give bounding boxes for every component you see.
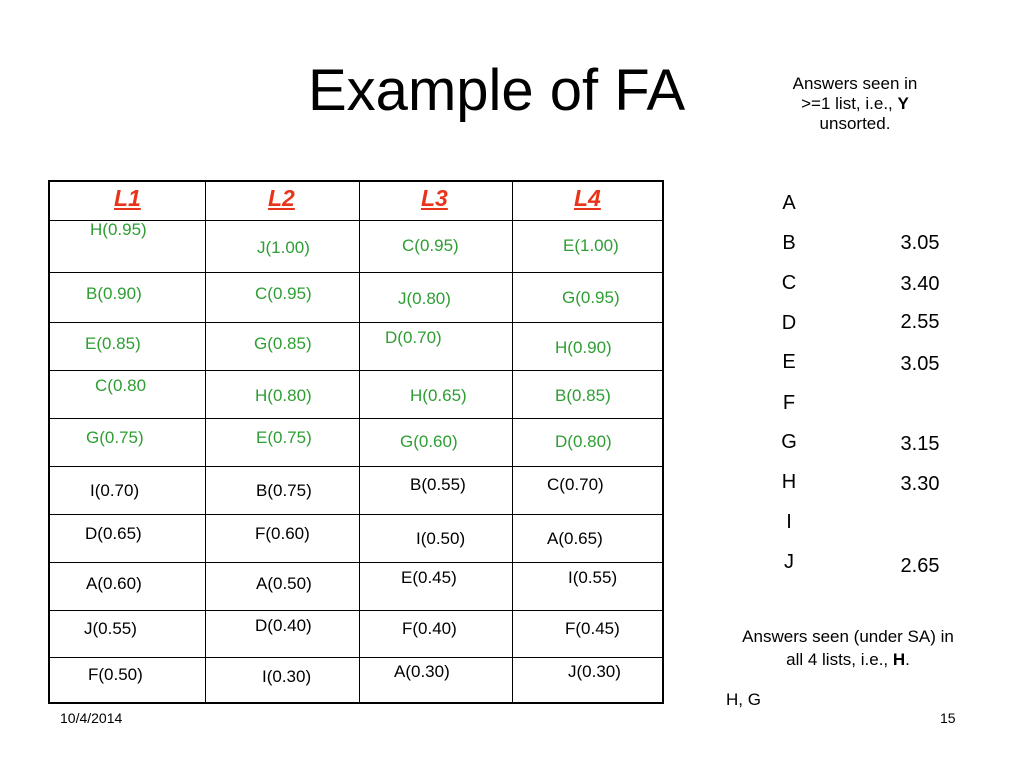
table-column-divider bbox=[205, 182, 206, 702]
list-cell-l1: C(0.80 bbox=[95, 376, 147, 395]
note-top-line3: unsorted. bbox=[819, 114, 891, 133]
table-row-divider bbox=[50, 418, 662, 419]
list-cell-l4: I(0.55) bbox=[568, 568, 618, 587]
list-cell-l3: H(0.65) bbox=[410, 386, 467, 405]
list-cell-l3: B(0.55) bbox=[410, 475, 466, 494]
column-header-l2: L2 bbox=[268, 185, 295, 211]
answer-letter: I bbox=[786, 511, 792, 533]
note-top-line2-text: >=1 list, i.e., bbox=[801, 94, 898, 113]
list-cell-l2: F(0.60) bbox=[255, 524, 310, 543]
answer-score: 3.05 bbox=[900, 232, 940, 254]
list-cell-l1: A(0.60) bbox=[86, 574, 142, 593]
list-cell-l2: A(0.50) bbox=[256, 574, 312, 593]
list-cell-l1: J(0.55) bbox=[84, 619, 137, 638]
list-cell-l4: E(1.00) bbox=[563, 236, 619, 255]
list-cell-l3: J(0.80) bbox=[398, 289, 451, 308]
seen-all-answers: H, G bbox=[726, 690, 761, 709]
list-cell-l3: I(0.50) bbox=[416, 529, 466, 548]
note-bottom-line2-suffix: . bbox=[905, 650, 910, 669]
answer-letter: A bbox=[782, 192, 796, 214]
answer-letter: E bbox=[782, 351, 796, 373]
answer-letter: H bbox=[781, 471, 797, 493]
table-row-divider bbox=[50, 610, 662, 611]
list-cell-l2: B(0.75) bbox=[256, 481, 312, 500]
answer-letter: C bbox=[781, 272, 797, 294]
answer-letter: G bbox=[781, 431, 797, 453]
list-cell-l3: G(0.60) bbox=[400, 432, 458, 451]
list-cell-l4: G(0.95) bbox=[562, 288, 620, 307]
footer-date: 10/4/2014 bbox=[60, 710, 123, 726]
list-cell-l2: G(0.85) bbox=[254, 334, 312, 353]
answer-score: 2.65 bbox=[900, 555, 940, 577]
answer-letter: D bbox=[781, 312, 797, 334]
note-bottom-line2: all 4 lists, i.e., H. bbox=[700, 648, 996, 671]
table-row-divider bbox=[50, 370, 662, 371]
answer-letter: B bbox=[782, 232, 796, 254]
list-cell-l2: D(0.40) bbox=[255, 616, 312, 635]
list-cell-l2: C(0.95) bbox=[255, 284, 312, 303]
answer-score: 3.05 bbox=[900, 353, 940, 375]
answer-letter: J bbox=[784, 551, 794, 573]
list-cell-l2: J(1.00) bbox=[257, 238, 310, 257]
answer-score: 2.55 bbox=[900, 311, 940, 333]
slide-title: Example of FA bbox=[308, 58, 686, 123]
list-cell-l1: G(0.75) bbox=[86, 428, 144, 447]
note-top-line2: >=1 list, i.e., Y bbox=[755, 94, 955, 114]
list-cell-l2: H(0.80) bbox=[255, 386, 312, 405]
table-row-divider bbox=[50, 657, 662, 658]
footer-page-number: 15 bbox=[940, 710, 956, 726]
table-row-divider bbox=[50, 514, 662, 515]
list-cell-l3: C(0.95) bbox=[402, 236, 459, 255]
list-cell-l1: E(0.85) bbox=[85, 334, 141, 353]
note-top-line2-bold: Y bbox=[897, 94, 909, 113]
list-cell-l1: I(0.70) bbox=[90, 481, 140, 500]
list-cell-l1: D(0.65) bbox=[85, 524, 142, 543]
table-column-divider bbox=[512, 182, 513, 702]
table-row-divider bbox=[50, 272, 662, 273]
note-bottom-line1: Answers seen (under SA) in bbox=[742, 627, 954, 646]
table-row-divider bbox=[50, 466, 662, 467]
lists-table: L1 L2 L3 L4 H(0.95) J(1.00) C(0.95) E(1.00) B(0.… bbox=[48, 180, 664, 704]
answer-score: 3.40 bbox=[900, 273, 940, 295]
list-cell-l4: A(0.65) bbox=[547, 529, 603, 548]
list-cell-l4: H(0.90) bbox=[555, 338, 612, 357]
answer-score: 3.15 bbox=[900, 433, 940, 455]
table-row-divider bbox=[50, 322, 662, 323]
list-cell-l2: I(0.30) bbox=[262, 667, 312, 686]
list-cell-l4: D(0.80) bbox=[555, 432, 612, 451]
list-cell-l4: B(0.85) bbox=[555, 386, 611, 405]
column-header-l3: L3 bbox=[421, 185, 448, 211]
list-cell-l1: B(0.90) bbox=[86, 284, 142, 303]
note-top-line1: Answers seen in bbox=[792, 74, 918, 93]
list-cell-l4: F(0.45) bbox=[565, 619, 620, 638]
answer-score: 3.30 bbox=[900, 473, 940, 495]
list-cell-l3: A(0.30) bbox=[394, 662, 450, 681]
note-answers-seen-any: Answers seen in >=1 list, i.e., Y unsort… bbox=[755, 74, 955, 134]
note-bottom-line2-bold: H bbox=[892, 650, 906, 669]
list-cell-l4: C(0.70) bbox=[547, 475, 604, 494]
note-answers-seen-all: Answers seen (under SA) in all 4 lists, … bbox=[700, 625, 996, 671]
table-column-divider bbox=[359, 182, 360, 702]
list-cell-l2: E(0.75) bbox=[256, 428, 312, 447]
column-header-l1: L1 bbox=[114, 185, 141, 211]
note-bottom-line2-text: all 4 lists, i.e., bbox=[786, 650, 893, 669]
list-cell-l3: E(0.45) bbox=[401, 568, 457, 587]
list-cell-l1: F(0.50) bbox=[88, 665, 143, 684]
list-cell-l1: H(0.95) bbox=[90, 220, 147, 239]
table-row-divider bbox=[50, 562, 662, 563]
answer-letter: F bbox=[782, 392, 796, 414]
list-cell-l3: D(0.70) bbox=[385, 328, 442, 347]
list-cell-l4: J(0.30) bbox=[568, 662, 621, 681]
list-cell-l3: F(0.40) bbox=[402, 619, 457, 638]
table-row-divider bbox=[50, 220, 662, 221]
column-header-l4: L4 bbox=[574, 185, 601, 211]
